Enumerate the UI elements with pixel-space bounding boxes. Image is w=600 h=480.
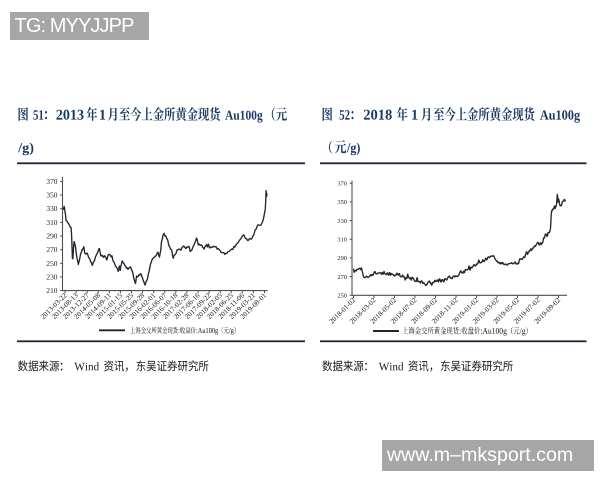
svg-text:310: 310 <box>337 237 347 244</box>
svg-text:310: 310 <box>46 218 57 227</box>
svg-text:330: 330 <box>46 204 57 213</box>
svg-text:250: 250 <box>46 259 57 268</box>
svg-text:230: 230 <box>46 272 57 281</box>
svg-text:350: 350 <box>337 199 347 206</box>
svg-text:350: 350 <box>46 191 57 200</box>
svg-text:290: 290 <box>46 232 57 241</box>
svg-text:330: 330 <box>337 218 347 225</box>
svg-text:210: 210 <box>46 286 57 295</box>
svg-text:270: 270 <box>337 274 347 281</box>
svg-text:370: 370 <box>337 181 347 188</box>
svg-text:290: 290 <box>337 255 347 262</box>
svg-text:250: 250 <box>337 293 347 300</box>
svg-text:370: 370 <box>46 177 57 186</box>
svg-text:270: 270 <box>46 245 57 254</box>
